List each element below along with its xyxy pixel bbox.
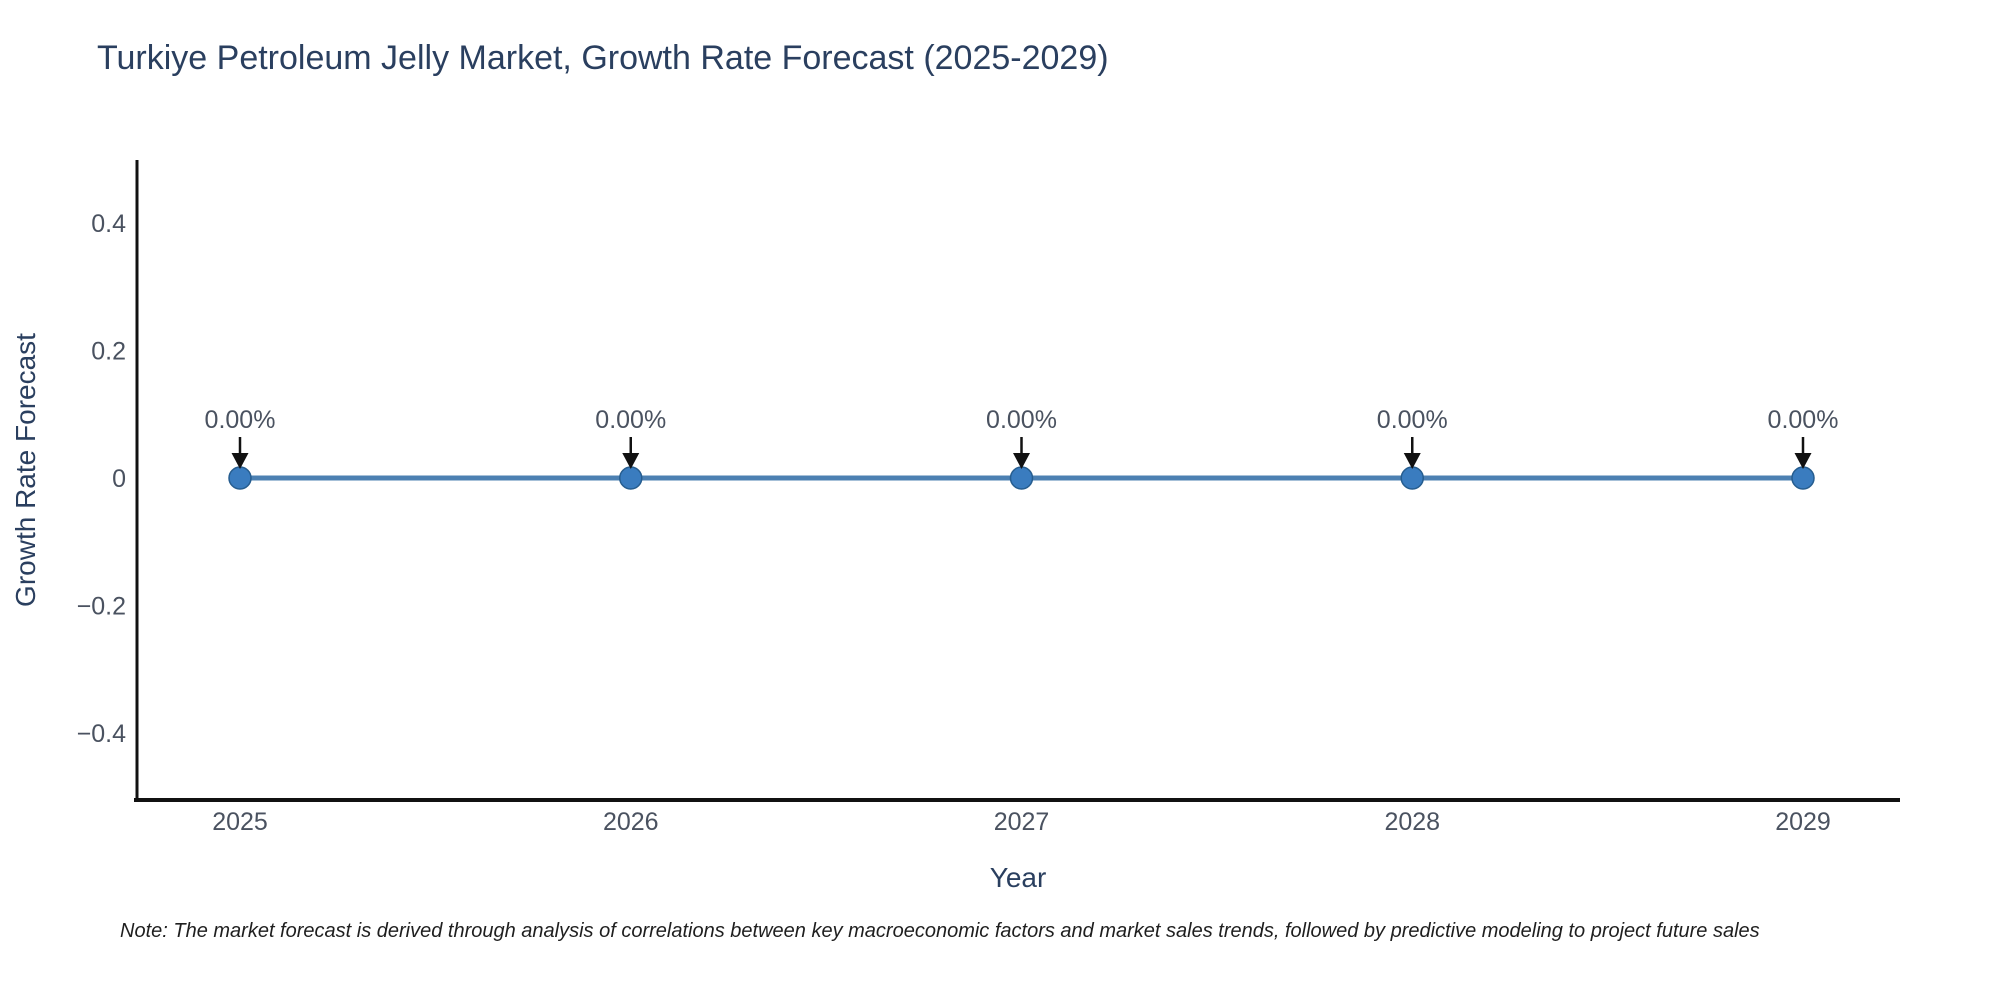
data-point-marker (619, 466, 643, 490)
point-annotation-label: 0.00% (595, 406, 666, 434)
annotation-arrow-head (1013, 453, 1030, 469)
data-point-marker (1791, 466, 1815, 490)
x-axis-title: Year (989, 862, 1047, 893)
footnote: Note: The market forecast is derived thr… (120, 920, 1760, 942)
data-point-marker (1400, 466, 1424, 490)
y-tick-label: 0.4 (91, 210, 126, 238)
chart-title: Turkiye Petroleum Jelly Market, Growth R… (97, 39, 1109, 77)
x-tick-label: 2028 (1384, 808, 1440, 836)
x-tick-label: 2025 (212, 808, 268, 836)
y-tick-label: 0 (112, 465, 126, 493)
x-tick-label: 2027 (994, 808, 1050, 836)
y-tick-label: 0.2 (91, 338, 126, 366)
data-point-marker (228, 466, 252, 490)
point-annotation-label: 0.00% (986, 406, 1057, 434)
y-tick-label: −0.2 (77, 593, 126, 621)
annotation-arrow-head (231, 453, 249, 469)
point-annotation-label: 0.00% (205, 406, 276, 434)
data-point-marker (1009, 466, 1034, 490)
point-annotation-label: 0.00% (1768, 406, 1839, 434)
x-tick-label: 2026 (603, 808, 659, 836)
annotation-arrow-head (622, 453, 640, 469)
annotation-arrow-head (1403, 453, 1421, 469)
point-annotation-label: 0.00% (1377, 406, 1448, 434)
annotation-arrow-head (1794, 453, 1812, 469)
y-tick-label: −0.4 (77, 720, 126, 748)
x-tick-label: 2029 (1775, 808, 1831, 836)
